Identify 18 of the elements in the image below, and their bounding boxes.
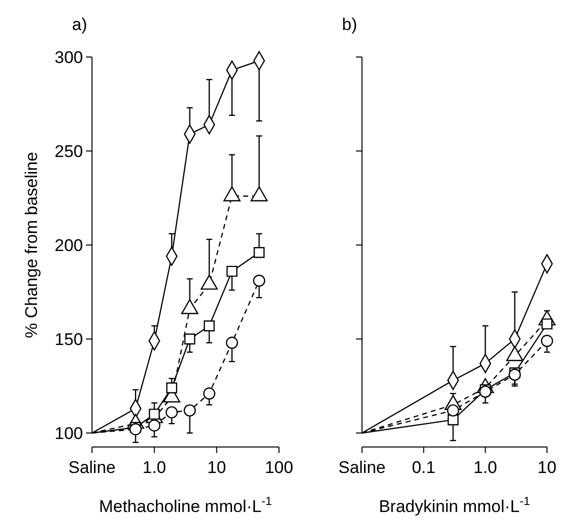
x-tick-label: 1.0 xyxy=(142,458,166,477)
x-tick-label: Saline xyxy=(338,458,386,477)
y-tick-label: 150 xyxy=(54,330,83,349)
y-tick-label: 250 xyxy=(54,142,83,161)
x-tick-label: 1.0 xyxy=(474,458,498,477)
x-tick-label: 10 xyxy=(538,458,556,477)
y-tick-label: 200 xyxy=(54,236,83,255)
x-tick-label: Saline xyxy=(68,458,116,477)
x-tick-label: 10 xyxy=(207,458,226,477)
x-tick-label: 0.1 xyxy=(412,458,436,477)
x-axis-title: Bradykinin mmol·L$^{-1}$ xyxy=(378,494,531,516)
y-axis-title: % Change from baseline xyxy=(22,152,41,338)
chart-title: a) xyxy=(72,15,88,34)
y-tick-label: 300 xyxy=(54,48,83,67)
x-axis-title: Methacholine mmol·L$^{-1}$ xyxy=(98,494,272,516)
chart-title: b) xyxy=(342,15,358,34)
y-tick-label: 100 xyxy=(54,424,83,443)
x-tick-label: 100 xyxy=(264,458,294,477)
